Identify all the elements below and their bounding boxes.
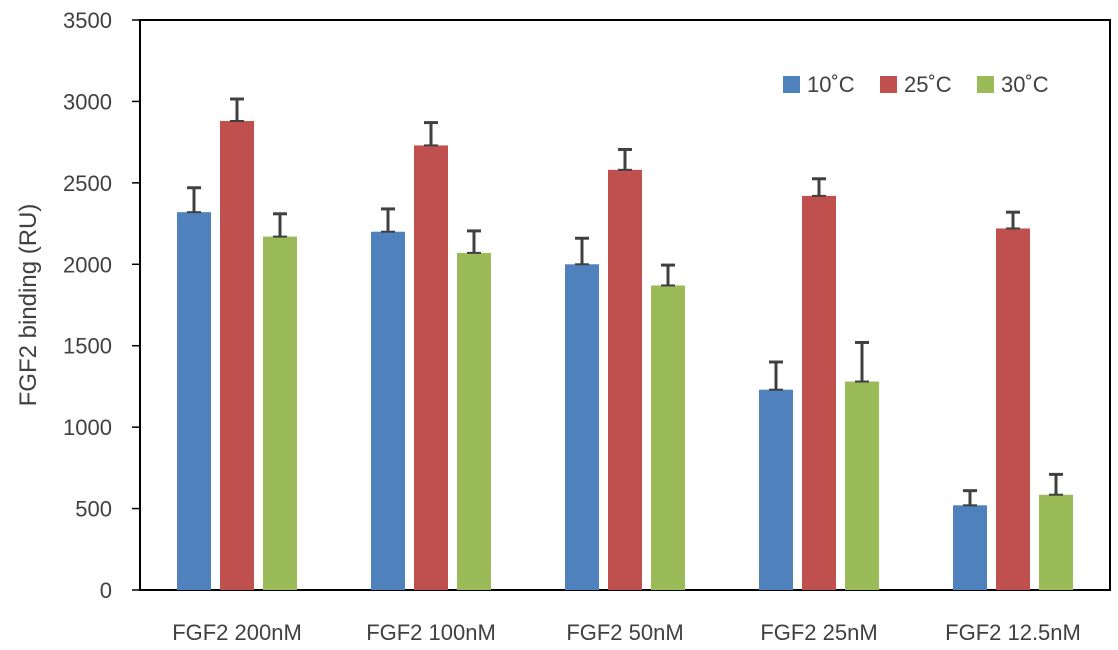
- bar: [371, 231, 405, 590]
- legend-swatch: [880, 76, 897, 93]
- bar: [759, 389, 793, 590]
- legend-label: 10˚C: [807, 72, 855, 97]
- bar: [565, 264, 599, 590]
- y-tick-label: 3500: [63, 8, 112, 33]
- bar: [953, 505, 987, 590]
- legend-label: 30˚C: [1001, 72, 1049, 97]
- x-tick-label: FGF2 25nM: [760, 620, 877, 645]
- y-tick-label: 3000: [63, 89, 112, 114]
- y-tick-label: 500: [75, 497, 112, 522]
- bar: [802, 195, 836, 590]
- legend-swatch: [977, 76, 994, 93]
- y-tick-label: 1000: [63, 415, 112, 440]
- x-tick-label: FGF2 12.5nM: [945, 620, 1081, 645]
- y-axis-ticks: 0 500 1000 1500 2000 2500 3000 3500: [63, 8, 140, 603]
- bars: [177, 120, 1073, 591]
- error-bars: [187, 97, 1063, 507]
- bar: [608, 169, 642, 591]
- legend-swatch: [783, 76, 800, 93]
- bar: [220, 120, 254, 590]
- y-tick-label: 2500: [63, 171, 112, 196]
- legend-label: 25˚C: [904, 72, 952, 97]
- y-axis-title: FGF2 binding (RU): [15, 204, 42, 407]
- x-tick-label: FGF2 50nM: [566, 620, 683, 645]
- x-axis-ticks: FGF2 200nM FGF2 100nM FGF2 50nM FGF2 25nM FG…: [172, 620, 1081, 645]
- x-tick-label: FGF2 100nM: [366, 620, 496, 645]
- y-tick-label: 1500: [63, 334, 112, 359]
- bar: [1039, 494, 1073, 590]
- bar: [263, 236, 297, 590]
- bar: [996, 228, 1030, 590]
- bar: [651, 285, 685, 590]
- bar: [177, 212, 211, 590]
- legend: 10˚C 25˚C 30˚C: [783, 72, 1049, 97]
- bar: [457, 252, 491, 590]
- y-tick-label: 2000: [63, 252, 112, 277]
- bar: [414, 145, 448, 590]
- x-tick-label: FGF2 200nM: [172, 620, 302, 645]
- y-tick-label: 0: [100, 578, 112, 603]
- bar: [845, 381, 879, 590]
